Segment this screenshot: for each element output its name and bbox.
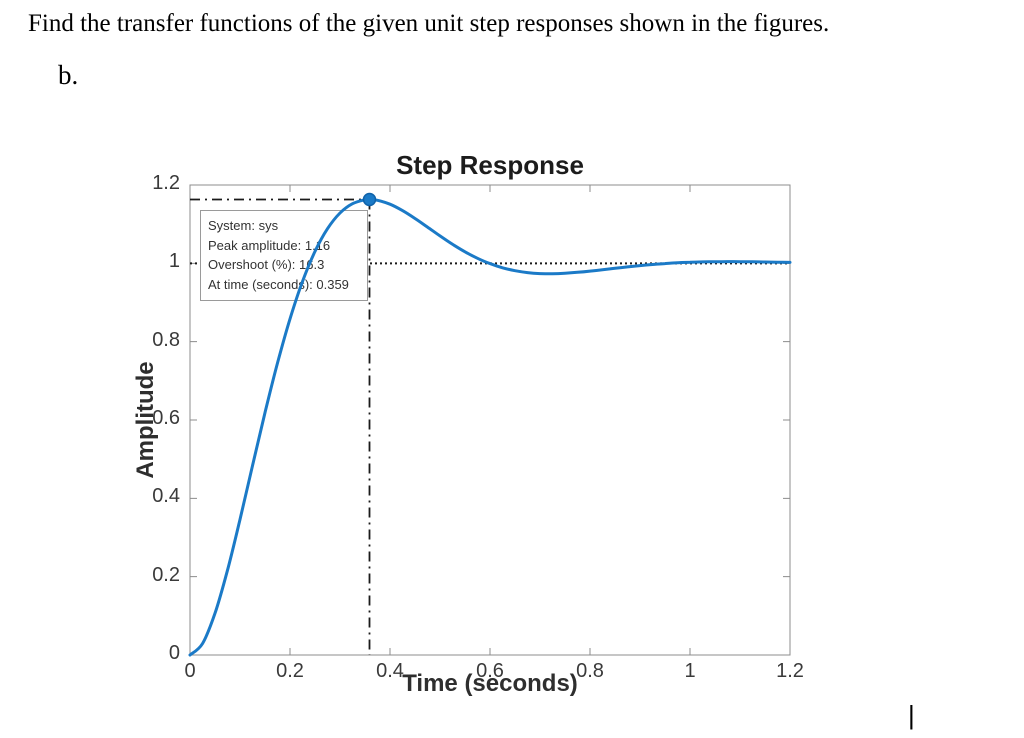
- y-axis-label: Amplitude: [132, 361, 159, 479]
- x-tick-0: 0: [184, 660, 196, 682]
- y-tick-0: 0: [168, 642, 180, 664]
- x-tick-0.2: 0.2: [276, 660, 304, 682]
- y-tick-1.2: 1.2: [152, 172, 180, 194]
- question-text: Find the transfer functions of the given…: [28, 10, 830, 37]
- chart-title: Step Response: [396, 150, 584, 180]
- y-tick-1: 1: [168, 250, 180, 272]
- datatip-system: System: sys: [208, 218, 279, 233]
- datatip-box: System: sys Peak amplitude: 1.16 Oversho…: [200, 210, 368, 301]
- y-tick-0.8: 0.8: [152, 329, 180, 351]
- datatip-overshoot: Overshoot (%): 16.3: [208, 257, 325, 272]
- y-tick-0.2: 0.2: [152, 564, 180, 586]
- y-tick-0.4: 0.4: [152, 485, 180, 507]
- x-tick-0.6: 0.6: [476, 660, 504, 682]
- x-tick-0.8: 0.8: [576, 660, 604, 682]
- x-tick-0.4: 0.4: [376, 660, 404, 682]
- datatip-peak-amplitude: Peak amplitude: 1.16: [208, 237, 331, 253]
- x-tick-1.2: 1.2: [776, 660, 804, 682]
- y-tick-0.6: 0.6: [152, 407, 180, 429]
- part-label: b.: [58, 60, 79, 90]
- x-tick-1: 1: [684, 660, 696, 682]
- x-axis-label: Time (seconds): [402, 670, 578, 697]
- datatip-at-time: At time (seconds): 0.359: [208, 276, 349, 292]
- text-cursor: |: [908, 700, 915, 730]
